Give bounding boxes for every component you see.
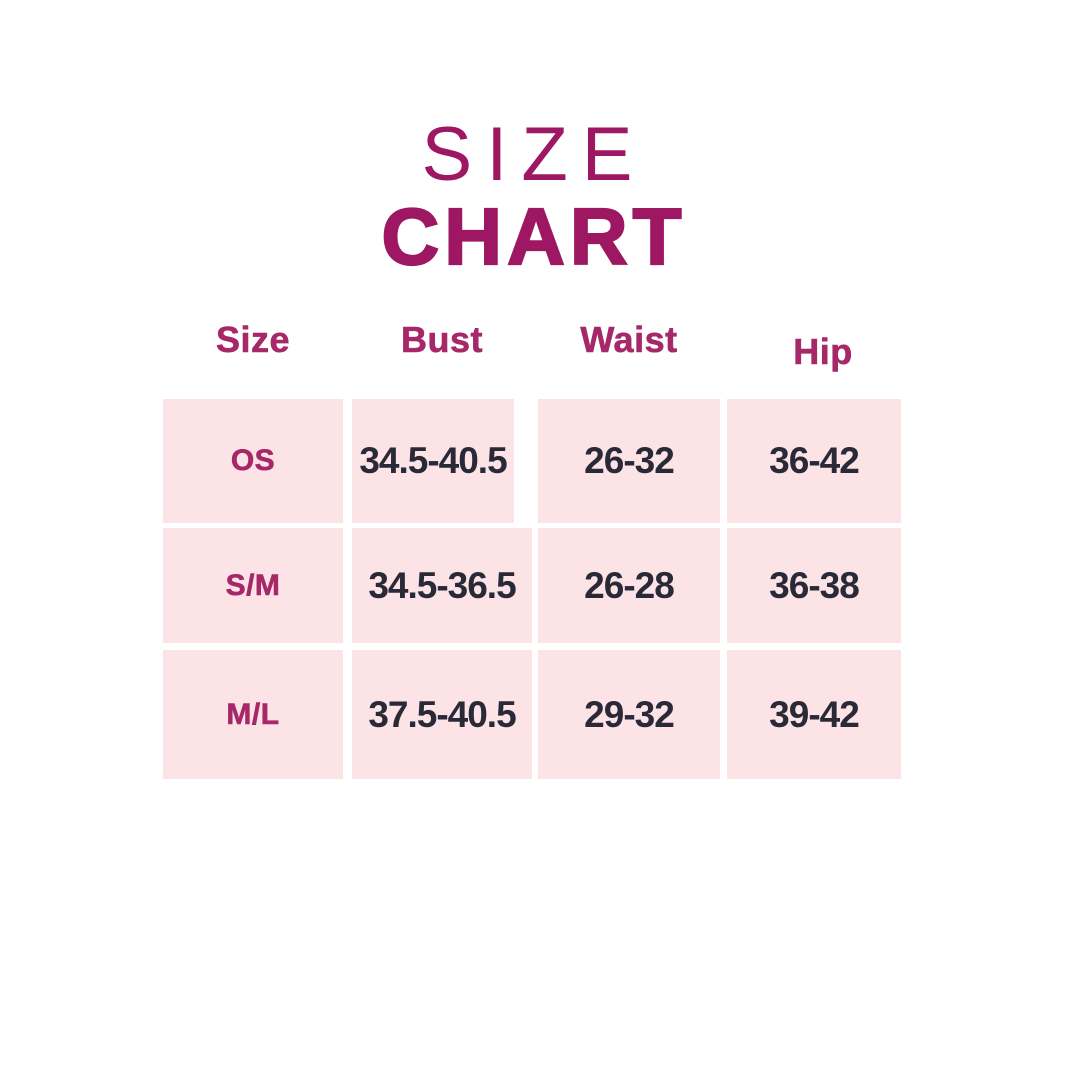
table-row-sm-hip-cell: 36-38 — [727, 528, 901, 643]
title-word-chart: CHART — [380, 192, 687, 281]
table-row-os-waist-cell: 26-32 — [538, 399, 720, 523]
waist-value-os: 26-32 — [584, 440, 675, 481]
bust-value-os: 34.5-40.5 — [359, 440, 507, 481]
table-row-sm-size-cell: S/M — [163, 528, 343, 643]
bust-value-sm: 34.5-36.5 — [368, 564, 516, 606]
waist-value-sm: 26-28 — [584, 564, 675, 606]
table-row-ml-hip-cell: 39-42 — [727, 650, 901, 779]
table-row-ml-size-cell: M/L — [163, 650, 343, 779]
table-row-os-bust-cell: 34.5-40.5 — [352, 399, 514, 523]
hip-value-ml: 39-42 — [769, 693, 860, 735]
waist-value-ml: 29-32 — [584, 693, 675, 735]
table-row-sm-bust-cell: 34.5-36.5 — [352, 528, 532, 643]
bust-value-ml: 37.5-40.5 — [368, 693, 516, 735]
column-header-size: Size — [215, 319, 291, 361]
table-row-sm-waist-cell: 26-28 — [538, 528, 720, 643]
table-row-ml-waist-cell: 29-32 — [538, 650, 720, 779]
hip-value-os: 36-42 — [769, 440, 860, 481]
size-label-os: OS — [230, 444, 276, 478]
table-row-os-size-cell: OS — [163, 399, 343, 523]
size-label-sm: S/M — [225, 568, 281, 602]
hip-value-sm: 36-38 — [769, 564, 860, 606]
title-word-size: SIZE — [421, 112, 647, 197]
column-header-hip: Hip — [793, 331, 853, 373]
size-label-ml: M/L — [226, 697, 280, 731]
column-header-bust: Bust — [401, 319, 483, 361]
table-row-ml-bust-cell: 37.5-40.5 — [352, 650, 532, 779]
table-row-os-hip-cell: 36-42 — [727, 399, 901, 523]
column-header-waist: Waist — [580, 319, 678, 361]
